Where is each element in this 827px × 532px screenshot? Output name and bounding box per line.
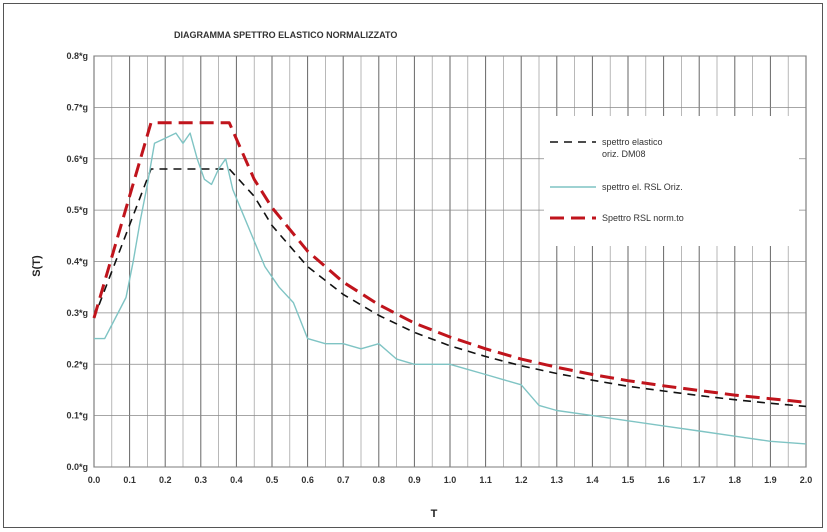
- y-tick-label: 0.4*g: [66, 257, 88, 267]
- x-tick-label: 0.8: [373, 475, 386, 485]
- y-tick-label: 0.2*g: [66, 359, 88, 369]
- x-tick-label: 1.7: [693, 475, 706, 485]
- x-tick-label: 0.5: [266, 475, 279, 485]
- chart-svg: DIAGRAMMA SPETTRO ELASTICO NORMALIZZATO …: [31, 30, 812, 520]
- x-tick-label: 1.4: [586, 475, 599, 485]
- y-tick-label: 0.0*g: [66, 462, 88, 472]
- legend-label-3: Spettro RSL norm.to: [602, 213, 684, 223]
- series-layer: [92, 121, 807, 445]
- y-tick-label: 0.3*g: [66, 308, 88, 318]
- x-tick-label: 0.3: [195, 475, 208, 485]
- x-tick-label: 1.9: [764, 475, 777, 485]
- y-tick-label: 0.1*g: [66, 411, 88, 421]
- series-line-2: [94, 132, 807, 445]
- y-tick-label: 0.6*g: [66, 154, 88, 164]
- legend-label-1: spettro elastico: [602, 137, 663, 147]
- y-tick-label: 0.7*g: [66, 102, 88, 112]
- x-tick-label: 1.2: [515, 475, 528, 485]
- x-tick-label: 1.3: [551, 475, 564, 485]
- series-line-1: [93, 168, 807, 408]
- y-tick-label: 0.8*g: [66, 51, 88, 61]
- x-tick-label: 0.1: [123, 475, 136, 485]
- x-axis-label: T: [431, 508, 438, 520]
- x-tick-label: 1.6: [657, 475, 670, 485]
- x-tick-label: 0.0: [88, 475, 101, 485]
- x-tick-label: 1.1: [479, 475, 492, 485]
- x-tick-label: 0.2: [159, 475, 172, 485]
- tick-labels: 0.0 0.1 0.2 0.3 0.4 0.5 0.6 0.7 0.8 0.9 1.0 1.1 1.2 1…: [66, 51, 812, 485]
- x-tick-label: 0.9: [408, 475, 421, 485]
- legend-label-2: spettro el. RSL Oriz.: [602, 182, 683, 192]
- legend-box: [544, 116, 799, 246]
- legend: spettro elastico oriz. DM08 spettro el. RS…: [544, 116, 799, 246]
- x-tick-label: 1.0: [444, 475, 457, 485]
- x-tick-label: 0.7: [337, 475, 350, 485]
- legend-label-1: oriz. DM08: [602, 149, 646, 159]
- chart-frame: DIAGRAMMA SPETTRO ELASTICO NORMALIZZATO …: [3, 3, 823, 528]
- x-tick-label: 2.0: [800, 475, 813, 485]
- chart-title: DIAGRAMMA SPETTRO ELASTICO NORMALIZZATO: [174, 30, 397, 40]
- y-axis-label: S(T): [31, 255, 43, 277]
- y-tick-label: 0.5*g: [66, 205, 88, 215]
- x-tick-label: 0.4: [230, 475, 243, 485]
- series-line-3: [92, 121, 807, 404]
- x-tick-label: 1.5: [622, 475, 635, 485]
- x-tick-label: 0.6: [301, 475, 314, 485]
- x-tick-label: 1.8: [729, 475, 742, 485]
